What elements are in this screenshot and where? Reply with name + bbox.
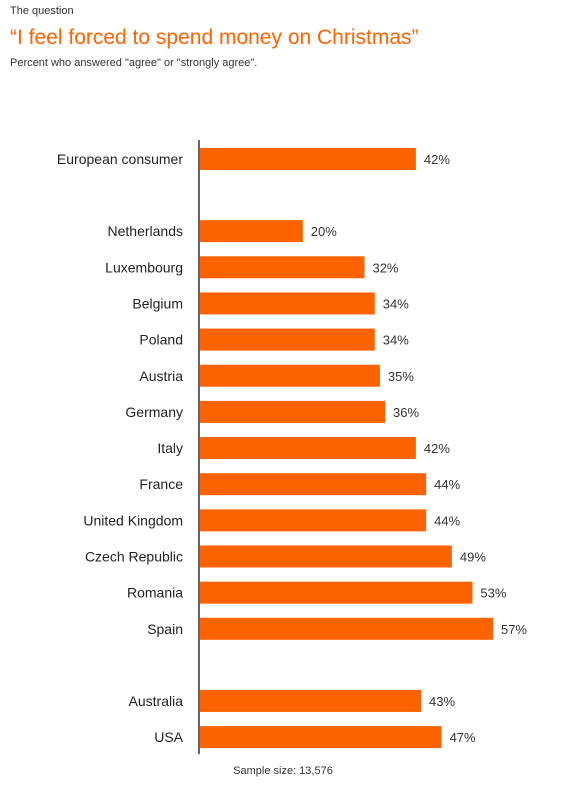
value-label: 43% — [429, 694, 455, 709]
bar — [200, 328, 375, 351]
category-label: Spain — [147, 621, 183, 637]
bar — [200, 473, 427, 496]
value-label: 32% — [372, 260, 398, 275]
category-label: Luxembourg — [105, 259, 183, 275]
bar — [200, 437, 416, 460]
value-label: 53% — [480, 586, 506, 601]
value-label: 42% — [424, 441, 450, 456]
category-label: France — [139, 476, 183, 492]
value-label: 57% — [501, 622, 527, 637]
value-label: 47% — [450, 730, 476, 745]
category-label: Netherlands — [108, 223, 184, 239]
value-label: 34% — [383, 296, 409, 311]
value-label: 44% — [434, 513, 460, 528]
bar — [200, 545, 452, 568]
category-label: Romania — [127, 585, 183, 601]
bar — [200, 689, 422, 712]
value-label: 42% — [424, 152, 450, 167]
bar — [200, 617, 493, 640]
category-label: Australia — [129, 693, 184, 709]
bar — [200, 220, 303, 243]
bar — [200, 364, 380, 387]
value-label: 20% — [311, 224, 337, 239]
bar — [200, 148, 416, 170]
chart-title: “I feel forced to spend money on Christm… — [10, 26, 419, 49]
sample-size-note: Sample size: 13,576 — [233, 765, 333, 777]
category-label: Czech Republic — [85, 549, 183, 565]
value-label: 34% — [383, 333, 409, 348]
category-label: USA — [154, 729, 183, 745]
category-label: Poland — [139, 332, 183, 348]
bar — [200, 400, 386, 423]
value-label: 49% — [460, 550, 486, 565]
category-label: United Kingdom — [83, 512, 183, 528]
chart-subtitle: Percent who answered "agree" or "strongl… — [10, 57, 258, 69]
value-label: 35% — [388, 369, 414, 384]
value-label: 44% — [434, 477, 460, 492]
value-label: 36% — [393, 405, 419, 420]
bar — [200, 581, 473, 604]
category-label: Belgium — [132, 295, 183, 311]
bar — [200, 726, 442, 749]
bar — [200, 256, 365, 279]
bar — [200, 509, 427, 532]
category-label: Germany — [125, 404, 183, 420]
category-label: Austria — [139, 368, 183, 384]
chart-kicker: The question — [10, 5, 74, 17]
category-label: Italy — [157, 440, 183, 456]
bar — [200, 292, 375, 315]
category-label: European consumer — [57, 151, 183, 167]
